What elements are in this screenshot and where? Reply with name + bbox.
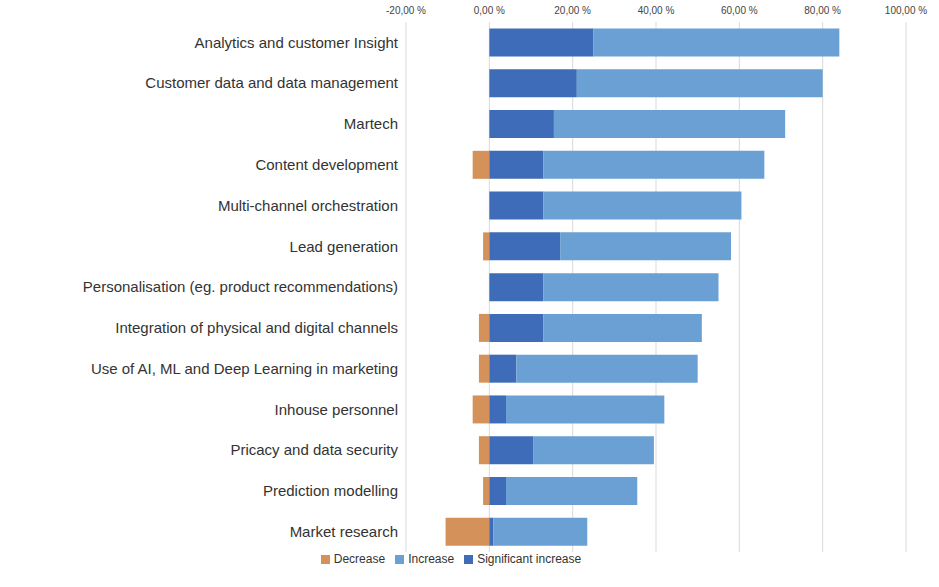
svg-text:80,00 %: 80,00 % bbox=[804, 5, 841, 16]
svg-text:Integration of physical and di: Integration of physical and digital chan… bbox=[115, 319, 398, 336]
svg-text:100,00 %: 100,00 % bbox=[885, 5, 927, 16]
html-text:Decrease: Decrease bbox=[333, 552, 386, 566]
svg-text:Personalisation (eg. product r: Personalisation (eg. product recommendat… bbox=[83, 278, 398, 295]
svg-text:Inhouse personnel: Inhouse personnel bbox=[275, 401, 398, 418]
html-text:Significant increase: Significant increase bbox=[477, 552, 582, 566]
svg-text:0,00 %: 0,00 % bbox=[474, 5, 505, 16]
svg-text:Customer data and data managem: Customer data and data management bbox=[145, 74, 398, 91]
svg-text:Use of AI, ML and Deep Learnin: Use of AI, ML and Deep Learning in marke… bbox=[91, 360, 398, 377]
svg-text:40,00 %: 40,00 % bbox=[638, 5, 675, 16]
svg-text:60,00 %: 60,00 % bbox=[721, 5, 758, 16]
svg-text:Analytics and customer Insight: Analytics and customer Insight bbox=[195, 34, 399, 51]
svg-text:Market research: Market research bbox=[290, 523, 398, 540]
svg-text:Lead generation: Lead generation bbox=[290, 238, 398, 255]
svg-text:20,00 %: 20,00 % bbox=[554, 5, 591, 16]
svg-text:-20,00 %: -20,00 % bbox=[386, 5, 426, 16]
svg-text:Content development: Content development bbox=[255, 156, 398, 173]
html-text:Increase: Increase bbox=[408, 552, 455, 566]
svg-text:Martech: Martech bbox=[344, 115, 398, 132]
svg-text:Multi-channel orchestration: Multi-channel orchestration bbox=[218, 197, 398, 214]
svg-text:Prediction modelling: Prediction modelling bbox=[263, 482, 398, 499]
svg-text:Pricacy and data security: Pricacy and data security bbox=[230, 441, 398, 458]
